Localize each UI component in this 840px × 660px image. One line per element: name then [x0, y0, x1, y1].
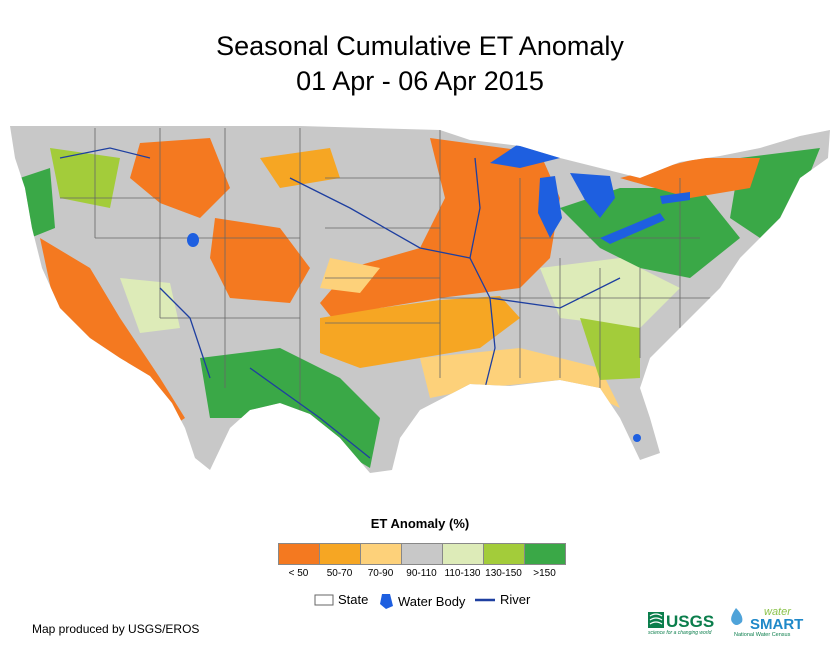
lake-michigan — [538, 176, 562, 238]
legend-swatch-lt50 — [279, 544, 320, 564]
legend-label: 70-90 — [367, 568, 394, 579]
legend-label: >150 — [533, 568, 556, 579]
legend-key-river-label: River — [500, 592, 531, 607]
lake-erie — [600, 213, 665, 244]
watersmart-logo: water SMART National Water Census — [731, 606, 803, 638]
legend-swatch-gt150 — [525, 544, 565, 564]
lake-okeechobee — [633, 434, 641, 442]
legend-key-water-label: Water Body — [398, 593, 466, 609]
legend-label: 50-70 — [326, 568, 353, 579]
svg-text:SMART: SMART — [750, 616, 803, 633]
lake-ontario — [660, 192, 690, 204]
svg-text:USGS: USGS — [666, 612, 714, 631]
legend-key-state-label: State — [338, 592, 369, 607]
usgs-logo: USGS science for a changing world — [648, 612, 714, 636]
legend-swatch-110-130 — [443, 544, 484, 564]
legend-labels: < 50 50-70 70-90 90-110 110-130 130-150 … — [278, 568, 565, 579]
legend-swatch-50-70 — [320, 544, 361, 564]
legend-swatch-130-150 — [484, 544, 525, 564]
river-line-icon — [475, 598, 495, 601]
legend-swatch-90-110 — [402, 544, 443, 564]
svg-text:science for a changing world: science for a changing world — [648, 630, 712, 636]
legend-label: 130-150 — [485, 568, 522, 579]
map-credit: Map produced by USGS/EROS — [32, 622, 200, 636]
legend-key-state: State — [314, 592, 368, 607]
map-title: Seasonal Cumulative ET Anomaly — [216, 31, 624, 61]
legend-swatch-70-90 — [361, 544, 402, 564]
svg-text:National Water Census: National Water Census — [734, 632, 791, 638]
state-box-icon — [314, 594, 334, 605]
legend-swatches — [278, 543, 566, 565]
legend-title: ET Anomaly (%) — [370, 516, 470, 531]
water-bodies — [187, 136, 690, 442]
svg-text:water: water — [764, 606, 792, 618]
legend-label: 110-130 — [444, 568, 481, 579]
legend-key-water: Water Body — [378, 592, 465, 610]
map-date-range: 01 Apr - 06 Apr 2015 — [296, 66, 544, 96]
legend-label: < 50 — [288, 568, 309, 579]
legend-label: 90-110 — [406, 568, 437, 579]
et-anomaly-map — [10, 126, 830, 473]
water-drop-icon — [380, 594, 393, 609]
lake-huron — [570, 173, 615, 218]
legend-key-river: River — [474, 592, 530, 607]
great-salt-lake — [187, 233, 199, 247]
